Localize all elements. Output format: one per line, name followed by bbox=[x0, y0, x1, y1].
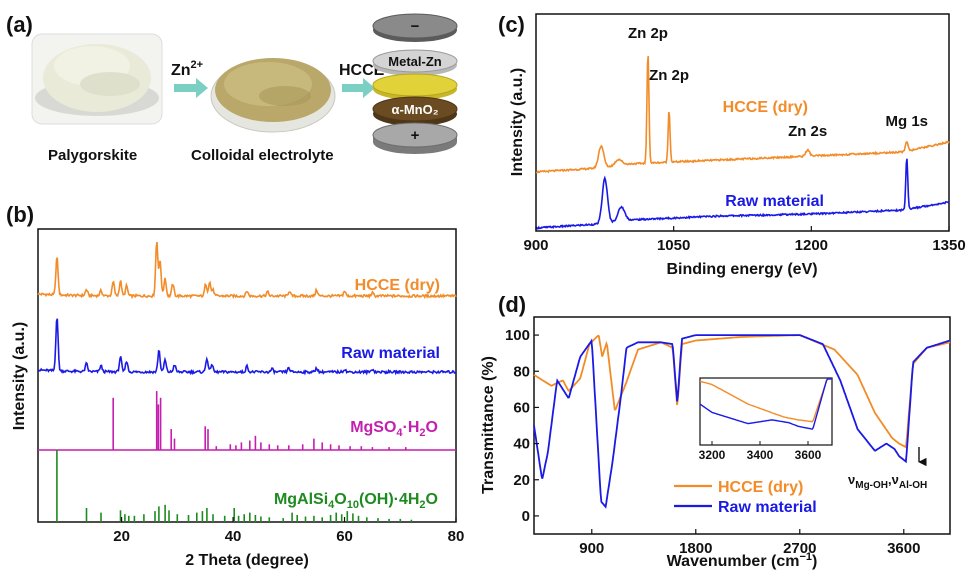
panel-d-annotation: νMg-OH,νAl-OH bbox=[848, 472, 927, 491]
panel-b-series-2-label: Raw material bbox=[341, 345, 440, 362]
anode-cap: − bbox=[372, 13, 458, 42]
panel-b-label: (b) bbox=[6, 202, 34, 227]
y-tick-label: 80 bbox=[513, 363, 530, 380]
peak-annotation: Zn 2p bbox=[628, 25, 668, 42]
cell-layer-5: + bbox=[411, 127, 420, 144]
cell-layer-1: − bbox=[411, 18, 420, 35]
panel-c-y-axis-title: Intensity (a.u.) bbox=[509, 68, 526, 176]
inset-series-2-line bbox=[699, 378, 832, 430]
x-tick-label: 60 bbox=[336, 528, 353, 545]
panel-c-series-2-label: Raw material bbox=[725, 193, 824, 210]
panel-c-frame bbox=[535, 13, 950, 232]
panel-a: (a) Zn2+ HCCE bbox=[6, 12, 458, 164]
reagent-hcce: HCCE bbox=[339, 62, 385, 79]
panel-b-series-1-label: HCCE (dry) bbox=[355, 277, 440, 294]
x-tick-label: 3600 bbox=[887, 540, 920, 557]
series-1-line bbox=[533, 334, 951, 449]
x-tick-label: 40 bbox=[225, 528, 242, 545]
x-tick-label: 1200 bbox=[795, 237, 828, 254]
arrow-hcce: HCCE bbox=[339, 62, 385, 98]
panel-c-label: (c) bbox=[498, 12, 525, 37]
cell-layer-2: Metal-Zn bbox=[388, 54, 442, 69]
panel-c-x-axis-title: Binding energy (eV) bbox=[666, 261, 817, 278]
panel-b-reference-1-label: MgSO4·H2O bbox=[350, 419, 438, 439]
reagent-zn-charge: 2+ bbox=[191, 59, 204, 71]
panel-b-y-axis-title: Intensity (a.u.) bbox=[11, 322, 28, 430]
x-tick-label: 900 bbox=[523, 237, 548, 254]
panel-d: (d) 900 1800 2700 3600 0 20 40 60 80 100 3200 340… bbox=[480, 292, 951, 570]
svg-text:Zn2+: Zn2+ bbox=[171, 59, 203, 79]
series-2-line bbox=[37, 318, 457, 376]
series-2-line bbox=[535, 158, 950, 230]
panel-b-x-axis-title: 2 Theta (degree) bbox=[185, 552, 309, 569]
x-tick-label: 2700 bbox=[783, 540, 816, 557]
y-tick-label: 100 bbox=[505, 327, 530, 344]
palygorskite-photo bbox=[31, 33, 163, 125]
y-tick-label: 40 bbox=[513, 436, 530, 453]
battery-stack: − Metal-Zn α-MnO₂ + bbox=[372, 13, 458, 154]
panel-d-legend: HCCE (dry) Raw material bbox=[674, 479, 817, 516]
x-tick-label: 1350 bbox=[932, 237, 965, 254]
panel-c-series-1-label: HCCE (dry) bbox=[723, 99, 808, 116]
panel-d-y-axis-title: Transmittance (%) bbox=[480, 356, 497, 494]
x-tick-label: 900 bbox=[579, 540, 604, 557]
panel-b-reference-2-label: MgAlSi4O10(OH)·4H2O bbox=[274, 491, 438, 511]
arrow-zn: Zn2+ bbox=[171, 59, 208, 98]
x-tick-label: 1800 bbox=[679, 540, 712, 557]
peak-annotation: Mg 1s bbox=[886, 113, 929, 130]
inset-series-1-line bbox=[699, 378, 832, 423]
caption-palygorskite: Palygorskite bbox=[48, 147, 137, 164]
y-tick-label: 20 bbox=[513, 472, 530, 489]
cathode-can: + bbox=[372, 122, 458, 154]
series-1-line bbox=[535, 56, 950, 174]
cell-layer-4: α-MnO₂ bbox=[392, 102, 439, 117]
colloidal-electrolyte-photo bbox=[210, 58, 336, 133]
panel-c: (c) 900 1050 1200 1350 Zn 2p Zn 2p Zn 2s Mg 1s… bbox=[498, 12, 966, 278]
x-tick-label: 80 bbox=[448, 528, 465, 545]
reference-1-sticks bbox=[38, 391, 456, 451]
inset-x-tick-label: 3400 bbox=[747, 448, 774, 462]
caption-colloidal-electrolyte: Colloidal electrolyte bbox=[191, 147, 334, 164]
zinc-layer: Metal-Zn bbox=[372, 49, 458, 76]
legend-label-raw: Raw material bbox=[718, 499, 817, 516]
arrow-right-icon bbox=[342, 78, 375, 98]
x-tick-label: 20 bbox=[113, 528, 130, 545]
inset-x-tick-label: 3600 bbox=[795, 448, 822, 462]
reagent-zn: Zn bbox=[171, 62, 191, 79]
inset-x-tick-label: 3200 bbox=[699, 448, 726, 462]
series-1-line bbox=[37, 241, 457, 300]
legend-label-hcce: HCCE (dry) bbox=[718, 479, 803, 496]
cathode-layer: α-MnO₂ bbox=[372, 96, 458, 126]
panel-d-label: (d) bbox=[498, 292, 526, 317]
separator-layer bbox=[372, 73, 458, 100]
panel-b: (b) 20 40 60 80 2 Theta (degree) Intensity … bbox=[6, 202, 464, 569]
x-tick-label: 1050 bbox=[657, 237, 690, 254]
panel-a-label: (a) bbox=[6, 12, 33, 37]
peak-annotation: Zn 2p bbox=[649, 67, 689, 84]
panel-b-frame bbox=[37, 228, 457, 523]
arrow-right-icon bbox=[174, 78, 208, 98]
peak-annotation: Zn 2s bbox=[788, 123, 827, 140]
reference-2-sticks bbox=[56, 450, 413, 522]
panel-d-x-axis-title: Wavenumber (cm−1) bbox=[667, 551, 818, 570]
panel-d-inset: 3200 3400 3600 bbox=[699, 377, 833, 462]
series-2-line bbox=[533, 334, 951, 509]
y-tick-label: 0 bbox=[522, 508, 530, 525]
y-tick-label: 60 bbox=[513, 399, 530, 416]
